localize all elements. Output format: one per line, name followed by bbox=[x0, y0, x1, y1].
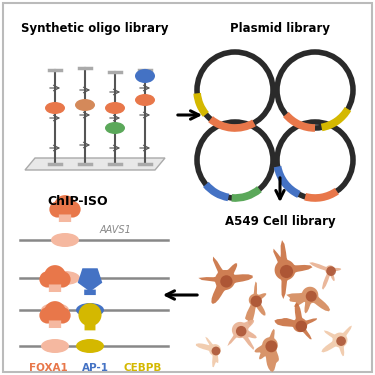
Text: Plasmid library: Plasmid library bbox=[230, 22, 330, 35]
Polygon shape bbox=[321, 326, 352, 356]
Ellipse shape bbox=[105, 102, 125, 114]
Circle shape bbox=[326, 266, 336, 276]
FancyBboxPatch shape bbox=[59, 214, 71, 222]
Ellipse shape bbox=[135, 94, 155, 106]
Circle shape bbox=[336, 336, 346, 346]
Circle shape bbox=[39, 271, 56, 288]
Text: Synthetic oligo library: Synthetic oligo library bbox=[21, 22, 169, 35]
Polygon shape bbox=[309, 262, 341, 290]
Text: A549 Cell library: A549 Cell library bbox=[225, 215, 335, 228]
Circle shape bbox=[266, 340, 277, 352]
Circle shape bbox=[39, 307, 56, 324]
Circle shape bbox=[54, 271, 70, 288]
Ellipse shape bbox=[76, 339, 104, 353]
Ellipse shape bbox=[105, 122, 125, 134]
Circle shape bbox=[236, 326, 246, 336]
Polygon shape bbox=[25, 158, 165, 170]
Ellipse shape bbox=[50, 271, 80, 285]
Ellipse shape bbox=[76, 303, 104, 317]
Polygon shape bbox=[286, 287, 330, 314]
Circle shape bbox=[50, 201, 66, 217]
Circle shape bbox=[220, 275, 232, 288]
Circle shape bbox=[44, 301, 66, 323]
FancyBboxPatch shape bbox=[49, 321, 61, 328]
Ellipse shape bbox=[135, 69, 155, 83]
Circle shape bbox=[64, 201, 81, 217]
Ellipse shape bbox=[51, 233, 79, 247]
Polygon shape bbox=[196, 337, 221, 367]
Circle shape bbox=[44, 265, 66, 287]
Polygon shape bbox=[227, 320, 257, 350]
Polygon shape bbox=[198, 256, 253, 304]
Text: AP-1: AP-1 bbox=[81, 363, 108, 373]
Polygon shape bbox=[78, 268, 102, 292]
Circle shape bbox=[251, 296, 262, 307]
Polygon shape bbox=[273, 240, 312, 299]
FancyBboxPatch shape bbox=[84, 290, 96, 295]
Text: CEBPB: CEBPB bbox=[124, 363, 162, 373]
Circle shape bbox=[211, 346, 220, 355]
FancyBboxPatch shape bbox=[84, 325, 96, 330]
Text: FOXA1: FOXA1 bbox=[28, 363, 68, 373]
Circle shape bbox=[54, 307, 70, 324]
FancyBboxPatch shape bbox=[3, 3, 372, 372]
Ellipse shape bbox=[41, 303, 69, 317]
Circle shape bbox=[78, 303, 102, 326]
Circle shape bbox=[306, 291, 317, 302]
Ellipse shape bbox=[75, 99, 95, 111]
FancyBboxPatch shape bbox=[49, 285, 61, 292]
Text: ChIP-ISO: ChIP-ISO bbox=[48, 195, 108, 208]
Polygon shape bbox=[255, 329, 279, 372]
Ellipse shape bbox=[41, 339, 69, 353]
Circle shape bbox=[296, 321, 307, 332]
Ellipse shape bbox=[45, 102, 65, 114]
Text: AAVS1: AAVS1 bbox=[99, 225, 131, 235]
Polygon shape bbox=[245, 282, 266, 326]
Circle shape bbox=[280, 265, 293, 278]
Circle shape bbox=[54, 195, 76, 217]
Polygon shape bbox=[274, 303, 317, 339]
